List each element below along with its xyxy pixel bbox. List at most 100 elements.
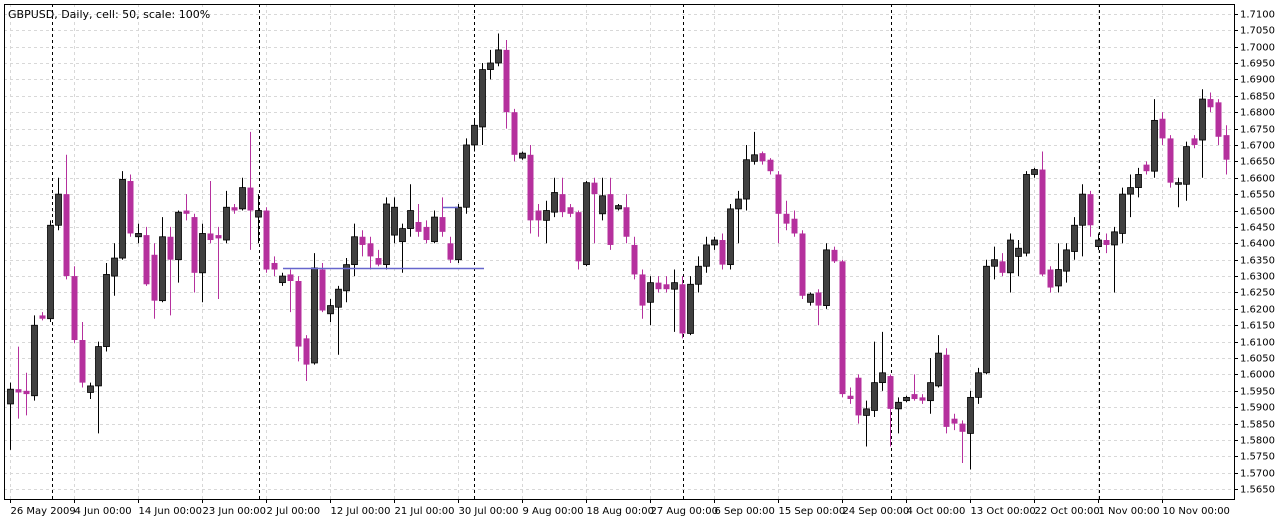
chart-title: GBPUSD, Daily, cell: 50, scale: 100% bbox=[8, 8, 210, 21]
x-tick-label: 4 Oct 00:00 bbox=[907, 506, 966, 517]
candle-body bbox=[439, 217, 446, 232]
x-tick-label: 12 Jul 00:00 bbox=[331, 506, 391, 517]
candle-body bbox=[327, 305, 334, 315]
candle-body bbox=[143, 235, 150, 285]
candle-body bbox=[623, 207, 630, 237]
candle-body bbox=[383, 203, 390, 266]
y-tick-label: 1.7100 bbox=[1240, 10, 1275, 21]
candle-body bbox=[839, 261, 846, 395]
x-tick-label: 30 Jul 00:00 bbox=[459, 506, 519, 517]
candle-body bbox=[15, 389, 22, 393]
candle-body bbox=[631, 244, 638, 275]
candle-body bbox=[111, 257, 118, 277]
candle-body bbox=[751, 154, 758, 162]
candle-body bbox=[87, 385, 94, 393]
candle-body bbox=[599, 195, 606, 215]
candle-body bbox=[647, 282, 654, 303]
candle-body bbox=[399, 228, 406, 243]
y-tick-label: 1.6400 bbox=[1240, 239, 1275, 250]
candle-body bbox=[95, 346, 102, 387]
y-tick-label: 1.5850 bbox=[1240, 420, 1275, 431]
candle-body bbox=[247, 187, 254, 211]
y-tick-label: 1.5800 bbox=[1240, 436, 1275, 447]
y-tick-label: 1.6550 bbox=[1240, 190, 1275, 201]
candle-body bbox=[967, 396, 974, 434]
y-tick-label: 1.6250 bbox=[1240, 288, 1275, 299]
candle-body bbox=[871, 382, 878, 411]
candle-body bbox=[1175, 182, 1182, 185]
candle-body bbox=[527, 154, 534, 221]
candle-body bbox=[79, 340, 86, 383]
candle-body bbox=[239, 187, 246, 210]
candle-body bbox=[271, 262, 278, 270]
candle-body bbox=[551, 192, 558, 213]
candle-body bbox=[895, 401, 902, 410]
candle-body bbox=[1191, 138, 1198, 145]
y-tick-label: 1.5950 bbox=[1240, 387, 1275, 398]
candle-body bbox=[1007, 239, 1014, 274]
candle-body bbox=[815, 292, 822, 306]
candle-body bbox=[447, 243, 454, 260]
candle-body bbox=[71, 276, 78, 341]
x-tick-label: 18 Aug 00:00 bbox=[587, 506, 654, 517]
candle-body bbox=[743, 159, 750, 200]
candle-body bbox=[655, 282, 662, 290]
candle-body bbox=[695, 265, 702, 285]
candle-body bbox=[1047, 269, 1054, 288]
candle-body bbox=[119, 178, 126, 259]
candle-body bbox=[543, 210, 550, 221]
x-tick-label: 9 Aug 00:00 bbox=[523, 506, 584, 517]
candle-body bbox=[495, 49, 502, 64]
candle-body bbox=[1103, 240, 1110, 245]
candle-body bbox=[487, 62, 494, 70]
candle-body bbox=[159, 236, 166, 302]
x-tick-label: 26 May 2009 bbox=[11, 506, 76, 517]
y-tick-label: 1.5650 bbox=[1240, 485, 1275, 496]
candle-body bbox=[535, 210, 542, 221]
candle-body bbox=[727, 208, 734, 266]
x-tick-label: 15 Sep 00:00 bbox=[779, 506, 846, 517]
x-tick-label: 23 Jun 00:00 bbox=[203, 506, 267, 517]
candle-body bbox=[463, 144, 470, 208]
candle-body bbox=[791, 218, 798, 234]
y-tick-label: 1.6000 bbox=[1240, 370, 1275, 381]
x-tick-label: 6 Sep 00:00 bbox=[715, 506, 775, 517]
candle-body bbox=[775, 174, 782, 214]
candle-body bbox=[215, 235, 222, 239]
y-tick-label: 1.7050 bbox=[1240, 26, 1275, 37]
y-tick-label: 1.5750 bbox=[1240, 452, 1275, 463]
candle-body bbox=[431, 216, 438, 243]
y-tick-label: 1.6150 bbox=[1240, 321, 1275, 332]
candle-body bbox=[855, 377, 862, 416]
candle-body bbox=[679, 284, 686, 334]
candle-body bbox=[167, 236, 174, 260]
candle-body bbox=[471, 124, 478, 146]
candle-body bbox=[991, 259, 998, 267]
candle-body bbox=[1167, 138, 1174, 183]
candle-body bbox=[23, 390, 30, 395]
y-tick-label: 1.6850 bbox=[1240, 92, 1275, 103]
candle-body bbox=[1015, 247, 1022, 257]
candle-body bbox=[183, 210, 190, 214]
x-tick-label: 22 Oct 00:00 bbox=[1035, 506, 1100, 517]
candle-body bbox=[207, 233, 214, 241]
candle-body bbox=[1031, 169, 1038, 175]
candle-body bbox=[311, 267, 318, 364]
y-tick-label: 1.6300 bbox=[1240, 272, 1275, 283]
candle-body bbox=[711, 239, 718, 246]
candle-body bbox=[1143, 164, 1150, 172]
candle-body bbox=[103, 274, 110, 347]
y-tick-label: 1.6050 bbox=[1240, 354, 1275, 365]
candle-body bbox=[1223, 135, 1230, 160]
x-tick-label: 1 Nov 00:00 bbox=[1099, 506, 1160, 517]
candle-body bbox=[191, 217, 198, 273]
candle-body bbox=[1055, 269, 1062, 287]
candle-body bbox=[927, 382, 934, 402]
x-tick-label: 10 Nov 00:00 bbox=[1163, 506, 1230, 517]
candle-body bbox=[863, 408, 870, 416]
candle-body bbox=[351, 236, 358, 266]
candle-body bbox=[671, 282, 678, 290]
candle-body bbox=[975, 372, 982, 398]
candle-body bbox=[175, 211, 182, 261]
